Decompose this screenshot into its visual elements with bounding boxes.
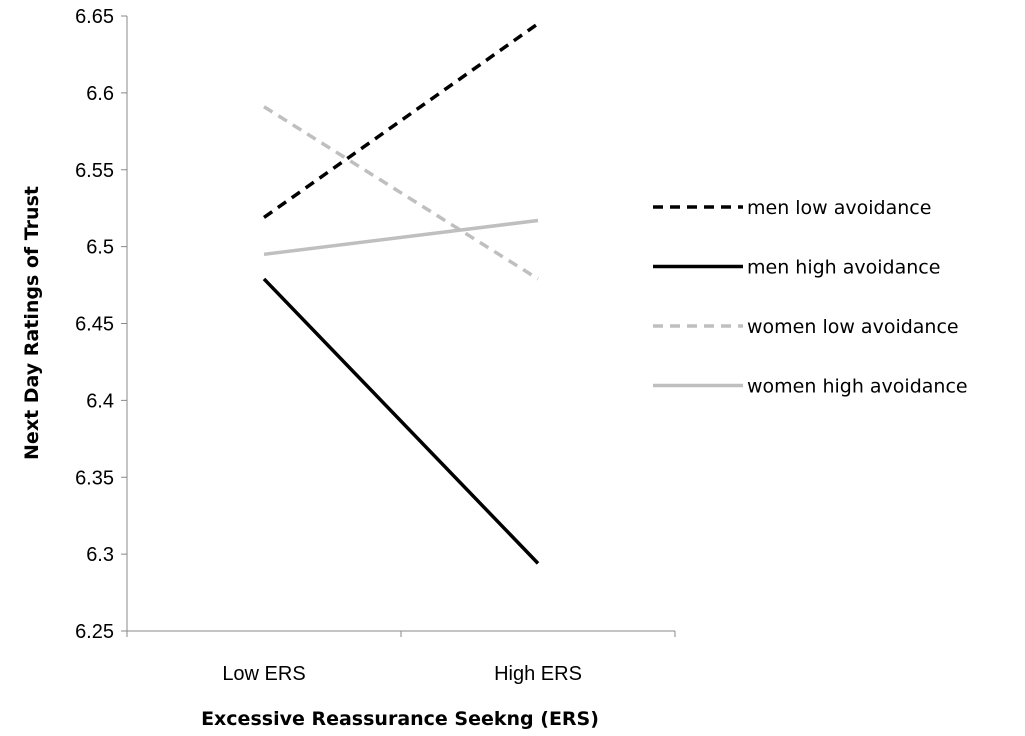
y-tick-label: 6.4 [86,390,114,412]
x-tick-label: Low ERS [222,663,305,685]
x-axis-title: Excessive Reassurance Seekng (ERS) [201,708,599,730]
series-line-men-low-avoidance [262,22,540,219]
y-tick-label: 6.45 [75,314,114,336]
series-line-women-low-avoidance [263,105,539,281]
x-tick-label: High ERS [494,663,582,685]
y-tick-label: 6.5 [86,237,114,259]
y-tick-label: 6.3 [86,544,114,566]
legend-label-women-high-avoidance: women high avoidance [747,376,968,398]
y-tick-label: 6.35 [75,467,114,489]
y-tick-label: 6.6 [86,83,114,105]
series-line-men-high-avoidance [262,277,540,565]
y-axis-ticks: 6.25 6.3 6.35 6.4 6.45 6.5 6.55 6.6 6.65 [75,6,127,643]
axes [126,16,675,632]
x-axis-ticks: Low ERS High ERS [126,631,676,685]
legend-label-women-low-avoidance: women low avoidance [747,316,959,338]
y-axis-title: Next Day Ratings of Trust [21,186,43,460]
legend-label-men-high-avoidance: men high avoidance [747,257,940,279]
series-lines [262,22,540,565]
legend: men low avoidance men high avoidance women… [653,197,968,398]
y-tick-label: 6.65 [75,6,114,28]
legend-label-men-low-avoidance: men low avoidance [747,197,931,219]
y-tick-label: 6.25 [75,621,114,643]
series-line-women-high-avoidance [263,218,539,257]
y-tick-label: 6.55 [75,160,114,182]
